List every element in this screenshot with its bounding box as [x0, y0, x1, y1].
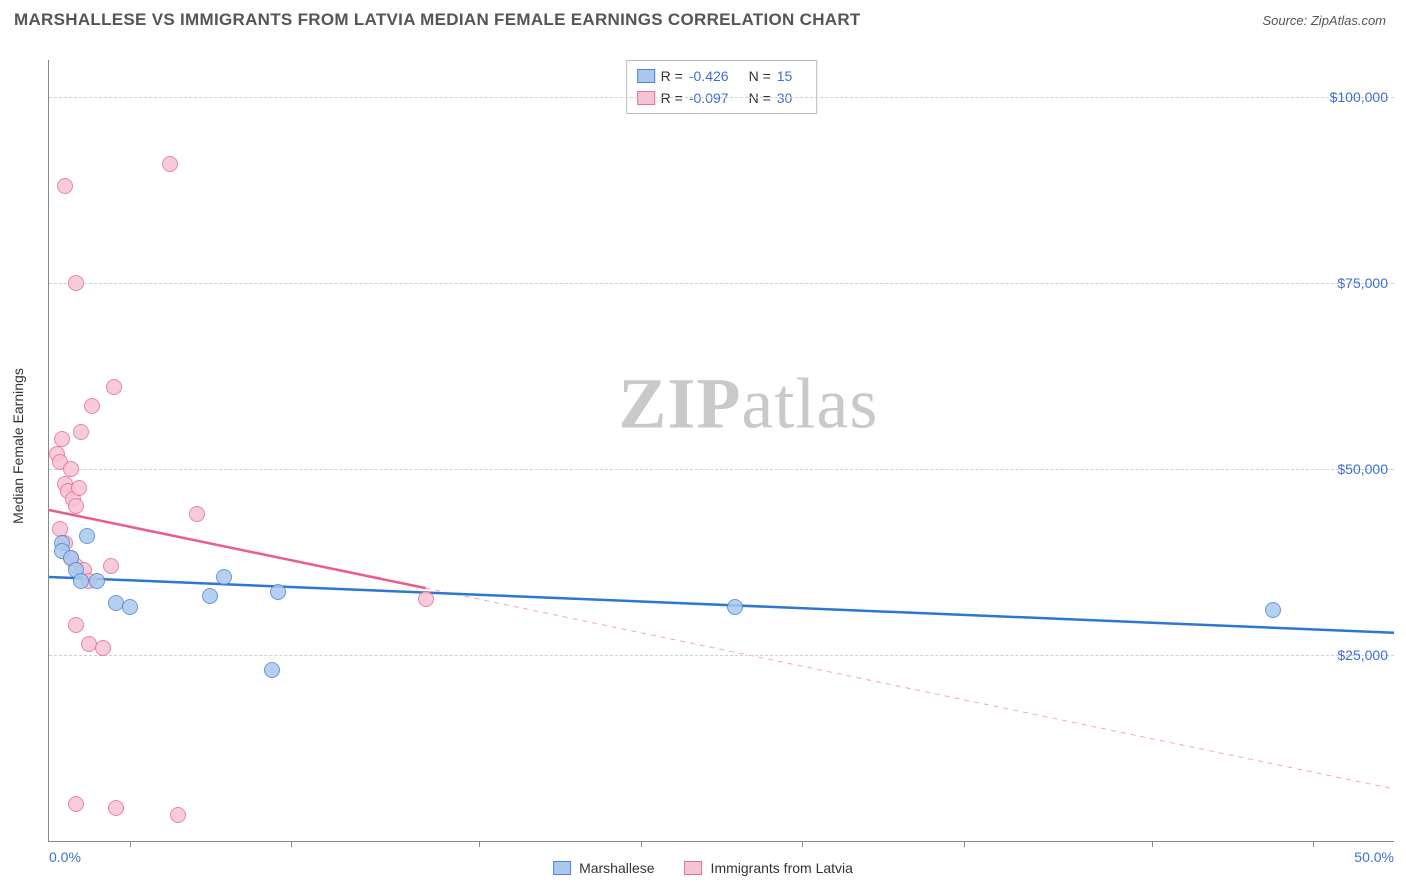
swatch-blue	[637, 69, 655, 83]
chart-title: MARSHALLESE VS IMMIGRANTS FROM LATVIA ME…	[14, 10, 861, 30]
data-point	[54, 431, 70, 447]
data-point	[68, 796, 84, 812]
swatch-blue	[553, 861, 571, 875]
correlation-legend: R = -0.426 N = 15 R = -0.097 N = 30	[626, 60, 818, 114]
x-tick-mark	[802, 841, 803, 847]
y-tick-label: $75,000	[1337, 275, 1388, 291]
y-tick-label: $100,000	[1330, 89, 1388, 105]
data-point	[202, 588, 218, 604]
legend-label: Marshallese	[579, 860, 654, 876]
data-point	[68, 498, 84, 514]
x-tick-label: 0.0%	[49, 849, 81, 865]
legend-item-pink: Immigrants from Latvia	[685, 860, 853, 876]
swatch-pink	[685, 861, 703, 875]
data-point	[270, 584, 286, 600]
data-point	[89, 573, 105, 589]
source-attribution: Source: ZipAtlas.com	[1262, 13, 1386, 28]
data-point	[84, 398, 100, 414]
gridline	[49, 97, 1394, 98]
data-point	[73, 573, 89, 589]
data-point	[57, 178, 73, 194]
data-point	[95, 640, 111, 656]
x-tick-mark	[964, 841, 965, 847]
data-point	[727, 599, 743, 615]
trend-lines	[49, 60, 1394, 841]
y-axis-label: Median Female Earnings	[10, 368, 26, 524]
data-point	[106, 379, 122, 395]
data-point	[264, 662, 280, 678]
gridline	[49, 283, 1394, 284]
data-point	[418, 591, 434, 607]
gridline	[49, 469, 1394, 470]
data-point	[63, 461, 79, 477]
data-point	[108, 800, 124, 816]
data-point	[216, 569, 232, 585]
y-tick-label: $50,000	[1337, 461, 1388, 477]
y-tick-label: $25,000	[1337, 647, 1388, 663]
gridline	[49, 655, 1394, 656]
data-point	[71, 480, 87, 496]
data-point	[79, 528, 95, 544]
x-tick-label: 50.0%	[1354, 849, 1394, 865]
data-point	[122, 599, 138, 615]
watermark: ZIPatlas	[618, 362, 878, 445]
data-point	[162, 156, 178, 172]
chart-plot-area: ZIPatlas R = -0.426 N = 15 R = -0.097 N …	[48, 60, 1394, 842]
data-point	[52, 521, 68, 537]
x-tick-mark	[479, 841, 480, 847]
x-tick-mark	[641, 841, 642, 847]
legend-item-blue: Marshallese	[553, 860, 654, 876]
data-point	[73, 424, 89, 440]
legend-row-blue: R = -0.426 N = 15	[637, 65, 807, 87]
legend-label: Immigrants from Latvia	[711, 860, 853, 876]
x-tick-mark	[291, 841, 292, 847]
data-point	[170, 807, 186, 823]
data-point	[103, 558, 119, 574]
data-point	[68, 275, 84, 291]
x-tick-mark	[1152, 841, 1153, 847]
data-point	[189, 506, 205, 522]
x-tick-mark	[1313, 841, 1314, 847]
data-point	[68, 617, 84, 633]
data-point	[1265, 602, 1281, 618]
x-tick-mark	[130, 841, 131, 847]
series-legend: Marshallese Immigrants from Latvia	[553, 860, 853, 876]
